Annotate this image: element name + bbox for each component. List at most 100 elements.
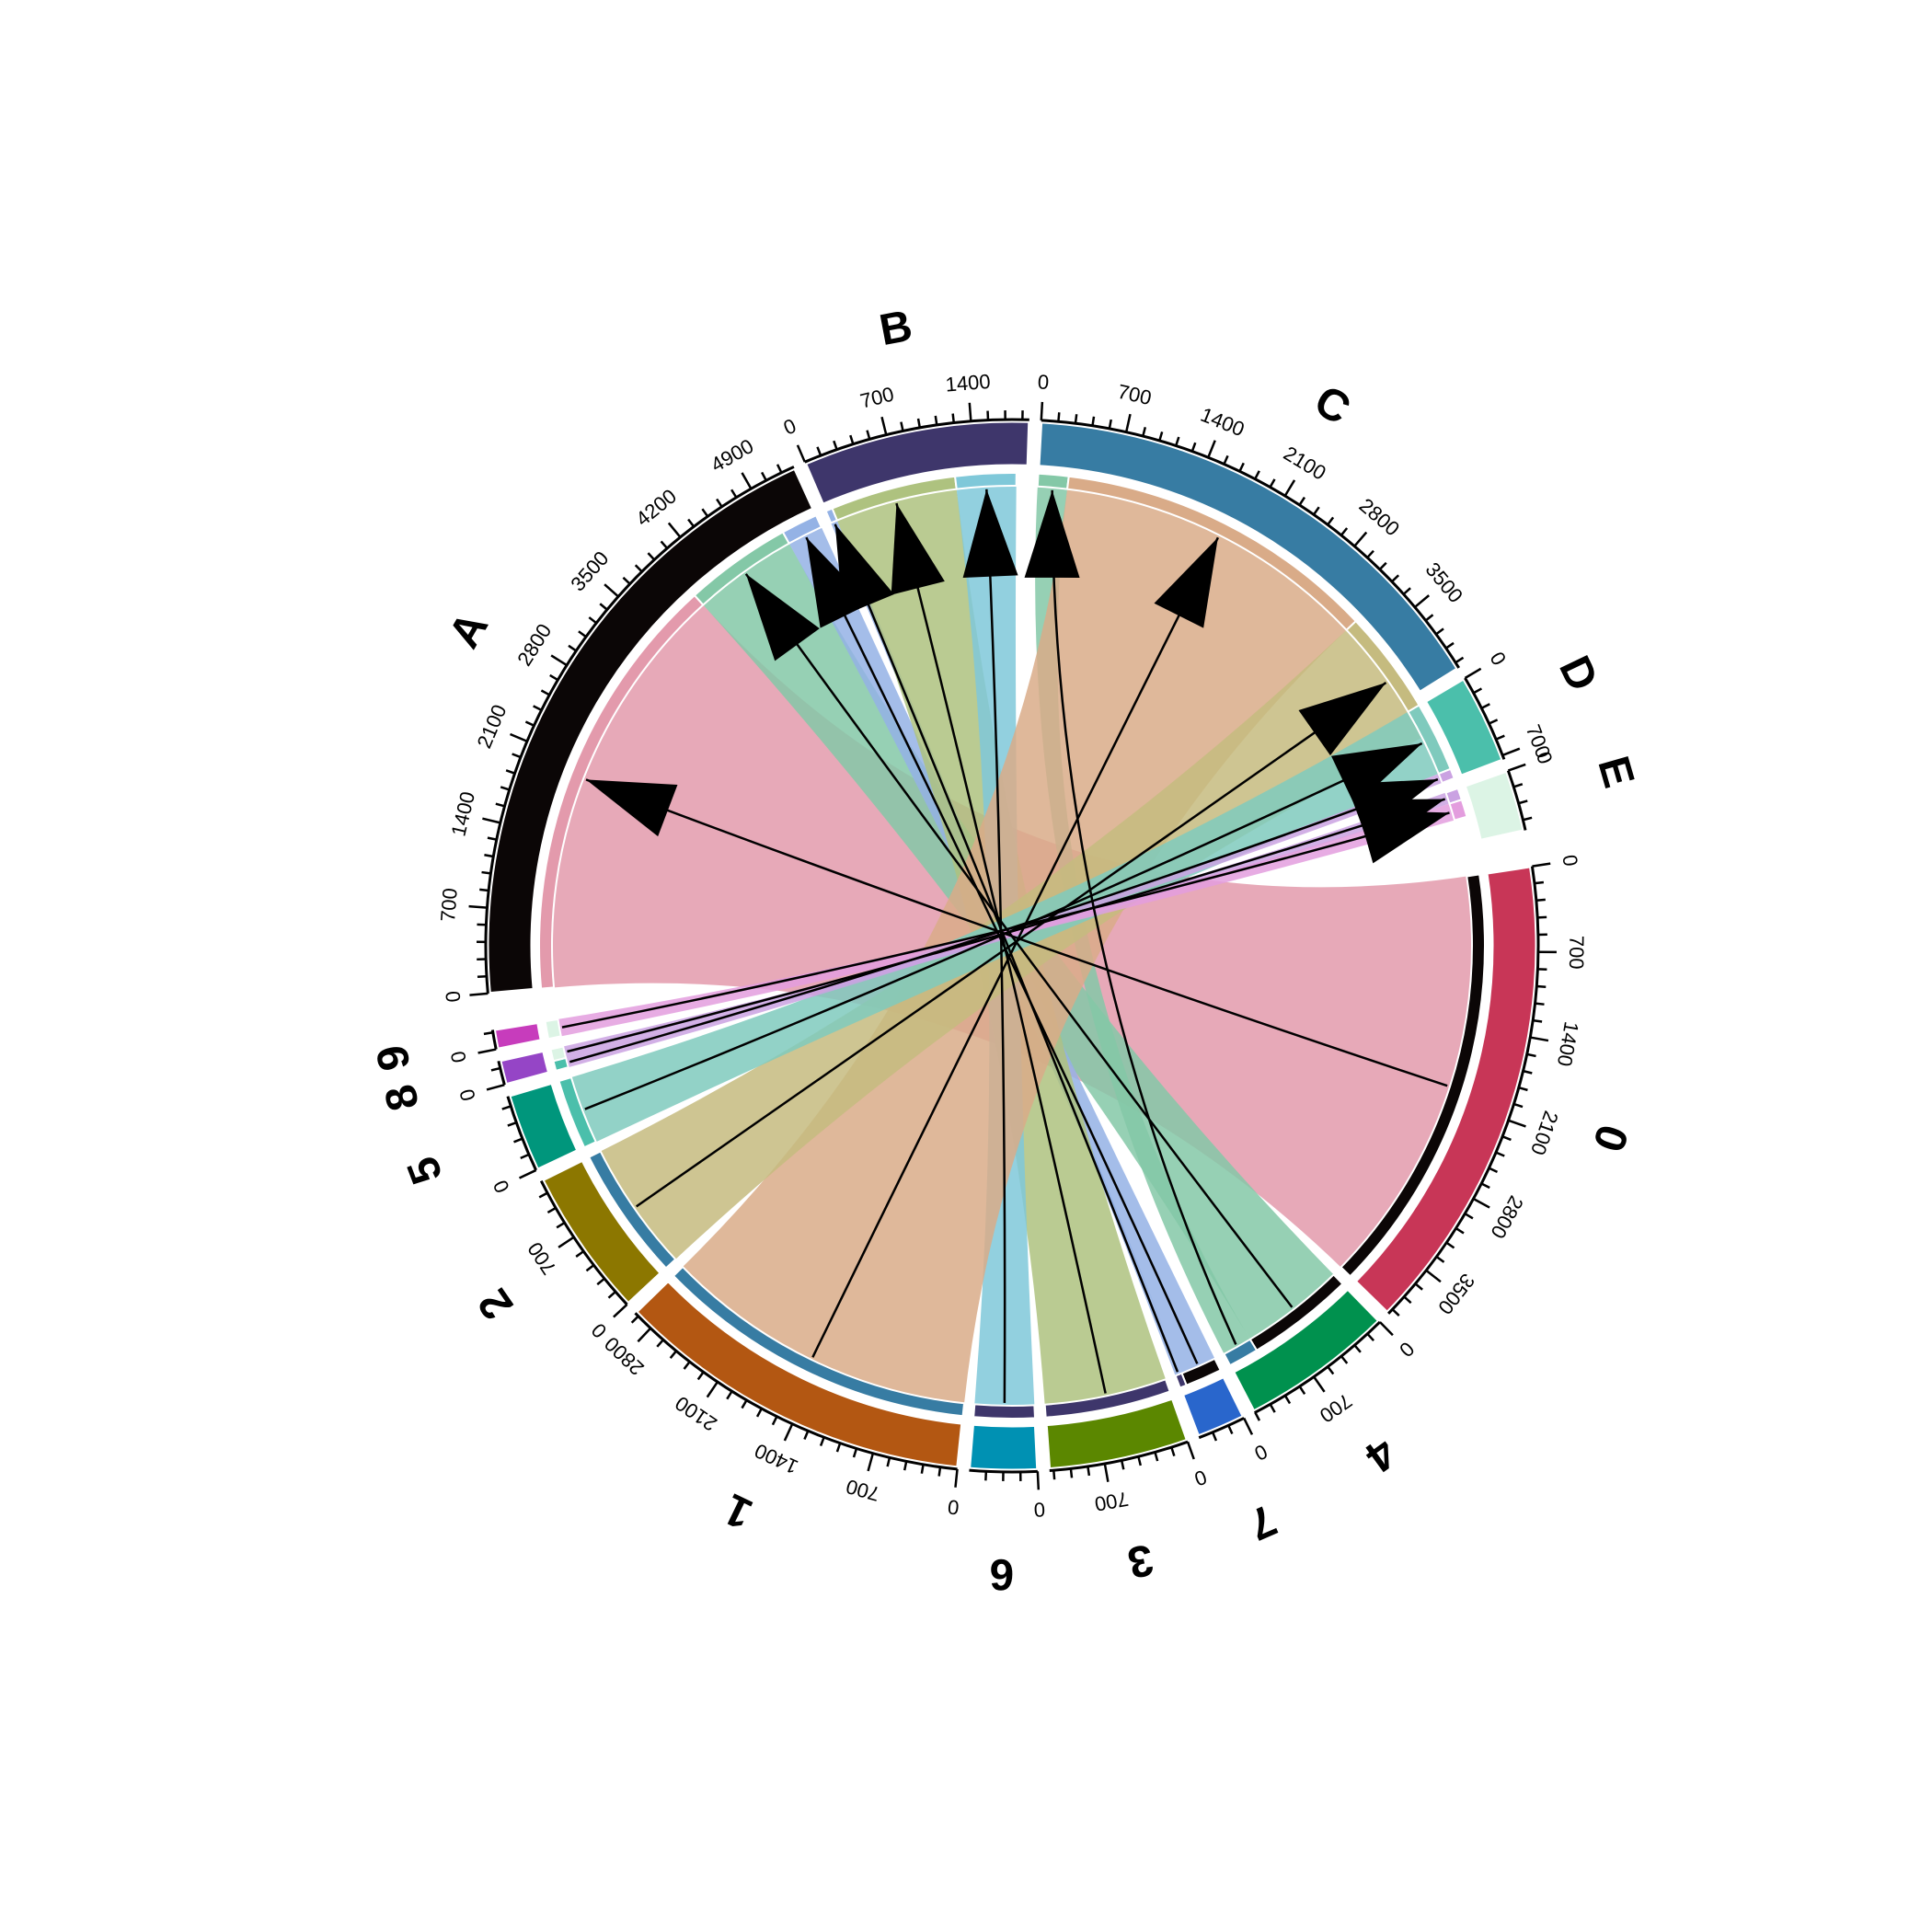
tick-label-A-2100: 2100: [472, 701, 511, 752]
tick-A-3360: [599, 603, 608, 611]
tick-0-420: [1537, 915, 1547, 919]
tick-C-4060: [1455, 656, 1465, 664]
tick-2-280: [596, 1277, 605, 1286]
tick-0-3780: [1403, 1295, 1412, 1305]
tick-A-2660: [549, 673, 558, 682]
sector-E: [1463, 769, 1525, 843]
tick-1-2660: [656, 1339, 664, 1348]
tick-C-3360: [1402, 587, 1411, 595]
sector-2: [541, 1158, 663, 1305]
sector-label-5: 5: [398, 1150, 453, 1190]
tick-1-2940: [630, 1315, 639, 1324]
tick-0-140: [1534, 880, 1545, 885]
tick-label-1-0: 0: [947, 1495, 960, 1519]
tick-4-0: [1379, 1321, 1394, 1337]
tick-D-560: [1495, 734, 1505, 741]
tick-A-840: [479, 888, 489, 892]
tick-A-2940: [568, 644, 577, 652]
tick-3-420: [1137, 1455, 1143, 1466]
tick-0-2800: [1472, 1197, 1490, 1209]
tick-C-840: [1142, 426, 1147, 437]
sector-label-A: A: [440, 604, 498, 657]
tick-D-140: [1473, 687, 1483, 695]
tick-label-B-700: 700: [857, 383, 896, 413]
sector-label-E: E: [1588, 751, 1643, 792]
tick-4-420: [1340, 1355, 1349, 1364]
tick-3-140: [1170, 1446, 1176, 1457]
tick-0-0: [1532, 862, 1551, 868]
tick-1-2380: [683, 1361, 691, 1370]
tick-label-0-2800: 2800: [1486, 1192, 1527, 1243]
arrow-head-1-to-C: [1154, 537, 1218, 628]
tick-1-1120: [819, 1436, 825, 1447]
tick-E-420: [1523, 816, 1533, 822]
tick-B-0: [796, 444, 806, 463]
tick-label-2-0: 0: [587, 1318, 612, 1342]
tick-1-1400: [783, 1423, 794, 1442]
tick-B-1260: [951, 413, 956, 423]
tick-A-4200: [667, 522, 682, 538]
tick-B-1120: [934, 415, 938, 426]
tick-1-1260: [803, 1430, 810, 1440]
tick-C-3080: [1378, 561, 1387, 570]
sector-3: [1044, 1397, 1190, 1471]
tick-1-560: [886, 1457, 891, 1467]
tick-8-0: [486, 1083, 505, 1091]
tick-label-0-1400: 1400: [1553, 1020, 1583, 1069]
tick-0-3920: [1391, 1308, 1400, 1317]
tick-A-3080: [578, 630, 587, 638]
sector-label-7: 7: [1241, 1495, 1283, 1549]
tick-label-C-2100: 2100: [1280, 442, 1330, 485]
tick-label-0-3500: 3500: [1433, 1270, 1479, 1319]
tick-4-140: [1366, 1332, 1375, 1342]
tick-label-1-1400: 1400: [751, 1439, 801, 1478]
tick-label-A-3500: 3500: [566, 546, 613, 595]
tick-B-560: [866, 430, 871, 440]
tick-1-2240: [696, 1371, 705, 1381]
tick-C-1260: [1190, 442, 1197, 452]
tick-A-2240: [524, 720, 535, 727]
arrow-head-3-to-B: [891, 503, 945, 595]
tick-0-1540: [1526, 1052, 1536, 1058]
tick-label-C-3500: 3500: [1420, 558, 1467, 607]
track-7-A-target: [781, 513, 823, 545]
tick-C-0: [1040, 401, 1044, 420]
tick-A-1260: [487, 836, 498, 841]
tick-B-420: [849, 434, 855, 445]
tick-C-2660: [1340, 527, 1349, 536]
tick-A-4620: [716, 498, 723, 508]
tick-1-2800: [637, 1327, 652, 1343]
tick-label-3-700: 700: [1093, 1488, 1131, 1516]
tick-label-C-0: 0: [1037, 370, 1050, 394]
tick-D-700: [1501, 747, 1521, 757]
sector-A: [486, 466, 815, 995]
sector-8: [499, 1049, 551, 1087]
tick-0-2660: [1480, 1182, 1490, 1190]
tick-0-1960: [1513, 1102, 1524, 1109]
axis-9: [490, 1029, 498, 1050]
arrow-head-2-to-C: [1298, 683, 1386, 756]
tick-C-1680: [1238, 462, 1245, 472]
tick-2-140: [607, 1291, 616, 1299]
tick-A-4760: [730, 489, 738, 499]
tick-C-280: [1074, 414, 1078, 424]
arrow-line-0-to-A: [585, 778, 1448, 1087]
tick-5-420: [507, 1121, 517, 1127]
track-9-E-target: [1448, 798, 1468, 822]
axis-1: [634, 1312, 958, 1471]
tick-B-840: [900, 421, 904, 431]
sector-label-B: B: [876, 302, 916, 356]
tick-A-4900: [741, 472, 753, 489]
tick-9-0: [477, 1048, 497, 1054]
tick-label-C-700: 700: [1116, 380, 1154, 409]
arrow-head-7-to-B: [834, 523, 894, 615]
track-1-C-source: [672, 1265, 966, 1418]
tick-A-140: [477, 974, 488, 979]
sector-label-2: 2: [469, 1280, 523, 1328]
tick-1-980: [835, 1443, 842, 1453]
tick-3-560: [1120, 1460, 1125, 1470]
sector-7: [1180, 1374, 1246, 1438]
tick-C-2940: [1366, 549, 1374, 558]
arrow-head-9-to-E: [1357, 810, 1450, 864]
axis-2: [539, 1179, 628, 1305]
